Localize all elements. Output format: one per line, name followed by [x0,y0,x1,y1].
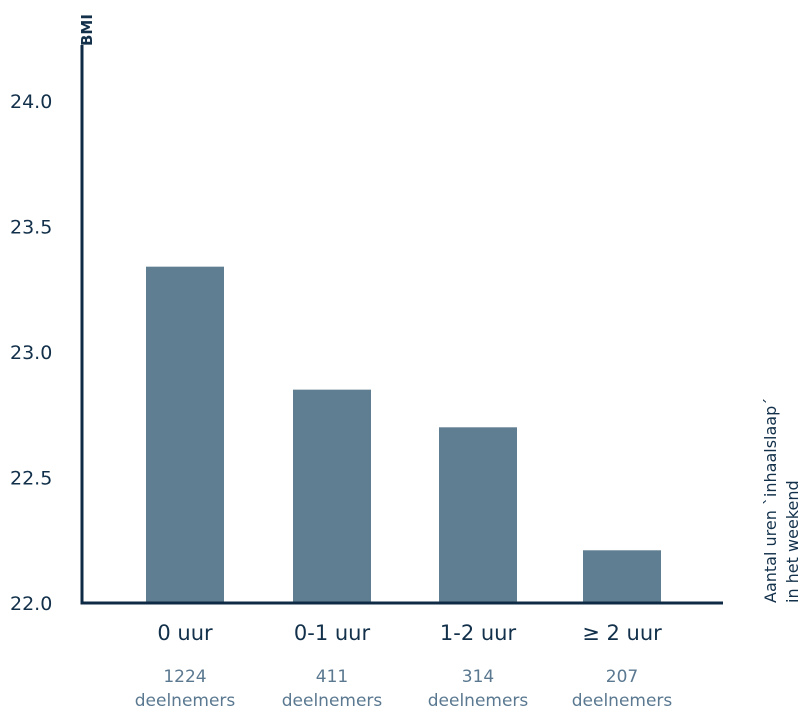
x-category-label: 1-2 uur [440,621,517,645]
y-tick-label: 23.5 [10,217,52,239]
bar [583,550,661,603]
y-tick-label: 22.0 [10,593,52,615]
bar [293,389,371,603]
x-category-label: 0-1 uur [294,621,371,645]
x-category-label: 0 uur [157,621,213,645]
x-category-label: ≥ 2 uur [582,621,662,645]
y-axis-title: BMI [78,14,96,46]
participant-word-label: deelnemers [282,691,383,711]
participant-word-label: deelnemers [428,691,529,711]
x-labels-group: 0 uur 1224 deelnemers 0-1 uur 411 deelnemers 1… [135,621,673,711]
participant-count-label: 207 [606,667,638,687]
y-ticks-group: 22.0 22.5 23.0 23.5 24.0 [10,91,52,615]
y-tick-label: 24.0 [10,91,52,113]
x-axis-title: Aantal uren `inhaalslaap´ in het weekend [761,398,802,603]
bar [146,266,224,603]
y-tick-label: 22.5 [10,468,52,490]
bar [439,427,517,603]
x-axis-title-line-1: Aantal uren `inhaalslaap´ [761,398,780,603]
participant-count-label: 314 [462,667,494,687]
bars-group [146,266,661,603]
x-axis-title-line-2: in het weekend [783,480,802,603]
participant-count-label: 1224 [163,667,206,687]
participant-word-label: deelnemers [135,691,236,711]
participant-word-label: deelnemers [572,691,673,711]
participant-count-label: 411 [316,667,348,687]
y-tick-label: 23.0 [10,342,52,364]
